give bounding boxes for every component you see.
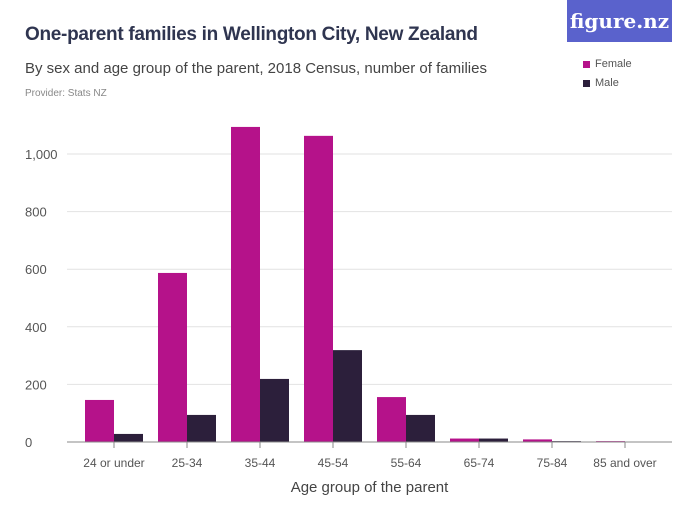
legend-male: Male [583, 77, 619, 89]
chart-title: One-parent families in Wellington City, … [25, 24, 478, 45]
figure-nz-logo[interactable]: figure.nz [567, 0, 672, 42]
bar-female [377, 397, 406, 442]
provider: Provider: Stats NZ [25, 88, 107, 99]
y-tick-label: 0 [25, 435, 32, 450]
x-tick-label: 65-74 [464, 456, 495, 470]
bar-female [158, 272, 187, 442]
legend-swatch-male [583, 79, 590, 87]
x-tick-label: 25-34 [172, 456, 203, 470]
bar-female [85, 399, 114, 442]
bar-male [479, 438, 508, 442]
bar-female [523, 439, 552, 442]
bar-male [260, 378, 289, 442]
x-tick-label: 35-44 [245, 456, 276, 470]
bar-male [333, 350, 362, 442]
x-tick-label: 24 or under [83, 456, 144, 470]
x-tick-label: 85 and over [593, 456, 656, 470]
y-tick-label: 800 [25, 205, 47, 220]
bar-female [450, 438, 479, 442]
legend-female: Female [583, 58, 632, 70]
bar-male [114, 433, 143, 442]
x-axis-label: Age group of the parent [291, 479, 449, 496]
bar-female [304, 135, 333, 442]
y-tick-label: 1,000 [25, 147, 58, 162]
x-tick-label: 55-64 [391, 456, 422, 470]
x-tick-label: 75-84 [537, 456, 568, 470]
y-tick-label: 600 [25, 262, 47, 277]
legend-swatch-female [583, 60, 590, 68]
legend-label: Male [595, 77, 619, 89]
chart-subtitle: By sex and age group of the parent, 2018… [25, 60, 487, 77]
y-tick-label: 400 [25, 320, 47, 335]
y-tick-label: 200 [25, 377, 47, 392]
bar-male [406, 414, 435, 442]
bar-male [187, 414, 216, 442]
x-tick-label: 45-54 [318, 456, 349, 470]
bar-female [231, 126, 260, 442]
legend-label: Female [595, 58, 632, 70]
